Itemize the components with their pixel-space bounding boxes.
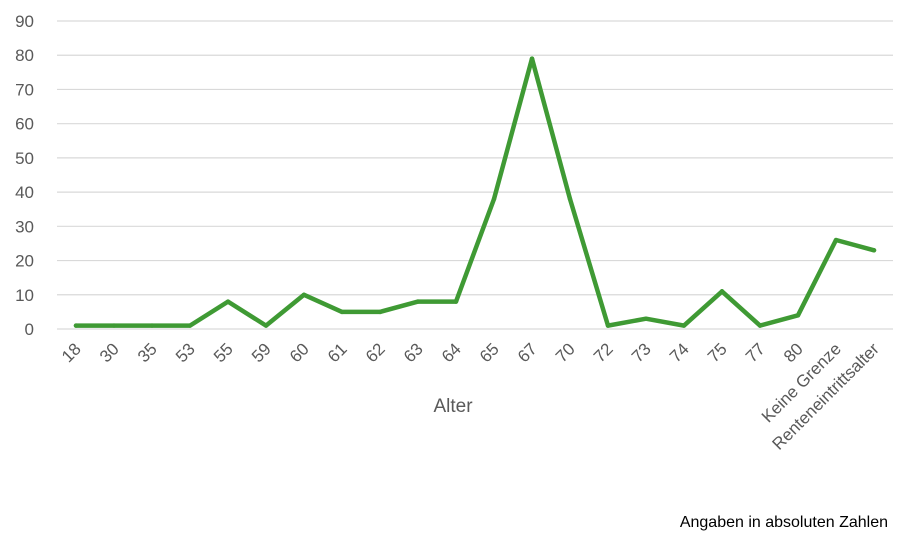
x-tick-label: 74 — [666, 339, 693, 366]
data-point — [529, 56, 535, 61]
data-point — [491, 196, 497, 202]
data-point — [377, 309, 383, 315]
data-point — [263, 323, 269, 328]
y-tick-label: 90 — [15, 12, 34, 31]
data-point — [453, 299, 459, 304]
gridlines — [57, 20, 893, 330]
data-point — [643, 316, 649, 321]
data-point — [339, 309, 345, 315]
y-tick-label: 50 — [15, 149, 34, 168]
x-tick-label: 63 — [400, 339, 427, 366]
x-axis-title: Alter — [433, 396, 473, 417]
y-tick-label: 70 — [15, 80, 34, 99]
x-tick-label: 53 — [172, 339, 199, 366]
x-tick-label: 55 — [210, 339, 237, 366]
series-group — [73, 56, 877, 328]
x-tick-label: 61 — [324, 339, 351, 366]
data-point — [605, 323, 611, 328]
data-point — [757, 323, 763, 328]
x-tick-label: 65 — [476, 339, 503, 366]
data-point — [73, 323, 79, 328]
y-tick-label: 40 — [15, 183, 34, 202]
x-tick-label: 18 — [58, 339, 85, 366]
data-point — [681, 323, 687, 328]
x-tick-label: 59 — [248, 339, 275, 366]
data-point — [719, 289, 725, 294]
y-tick-label: 60 — [15, 115, 34, 134]
y-tick-label: 10 — [15, 286, 34, 305]
x-tick-label: 73 — [628, 339, 655, 366]
x-tick-label: 62 — [362, 339, 389, 366]
x-tick-label: 72 — [590, 339, 617, 366]
data-point — [301, 292, 307, 297]
x-tick-label: 70 — [552, 339, 579, 366]
units-note: Angaben in absoluten Zahlen — [679, 514, 888, 531]
x-tick-label: 80 — [780, 339, 807, 366]
data-point — [795, 313, 801, 318]
y-tick-label: 0 — [25, 320, 34, 339]
x-tick-label: 60 — [286, 339, 313, 366]
x-tick-label: 64 — [438, 339, 465, 366]
x-tick-label: 35 — [134, 339, 161, 366]
data-point — [111, 323, 117, 328]
data-point — [833, 237, 839, 243]
data-point — [567, 196, 573, 202]
y-tick-label: 80 — [15, 46, 34, 65]
y-axis-ticks: 0 10 20 30 40 50 60 70 80 90 — [15, 12, 34, 339]
data-point — [149, 323, 155, 328]
data-point — [225, 299, 231, 304]
y-tick-label: 20 — [15, 252, 34, 271]
series-line — [73, 56, 877, 328]
data-point — [871, 248, 877, 253]
y-tick-label: 30 — [15, 217, 34, 236]
x-tick-label: 77 — [742, 339, 769, 366]
data-point — [187, 323, 193, 328]
x-tick-label: 75 — [704, 339, 731, 366]
data-point — [415, 299, 421, 304]
x-tick-label: 67 — [514, 339, 541, 366]
x-tick-label: 30 — [96, 339, 123, 366]
